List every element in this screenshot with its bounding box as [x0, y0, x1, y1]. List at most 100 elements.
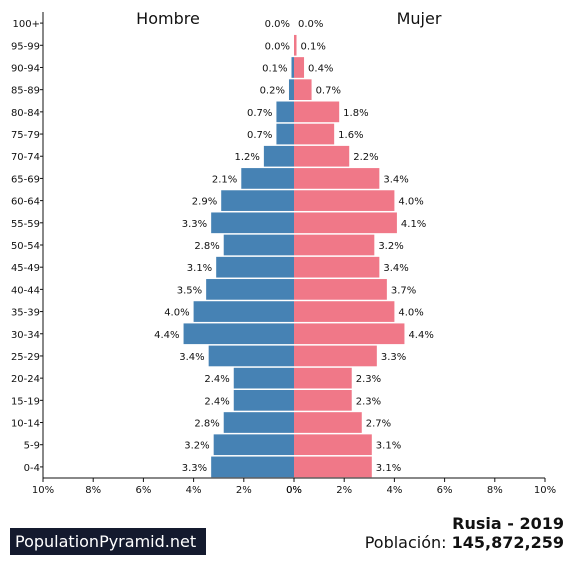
value-label-mujer: 2.7%	[366, 419, 391, 430]
bar-hombre	[211, 456, 294, 478]
value-label-mujer: 4.1%	[401, 219, 426, 230]
value-label-mujer: 2.2%	[353, 152, 378, 163]
x-tick-label-left: 4%	[186, 485, 202, 496]
bar-hombre	[276, 123, 294, 145]
x-tick-label-right: 4%	[386, 485, 402, 496]
value-label-hombre: 4.4%	[154, 330, 179, 341]
age-label: 10-14	[11, 419, 40, 430]
bar-hombre	[223, 412, 294, 433]
age-label: 25-29	[11, 352, 40, 363]
bar-hombre	[213, 434, 294, 456]
value-label-hombre: 2.8%	[194, 241, 219, 252]
x-tick-label-right: 6%	[437, 485, 453, 496]
value-label-hombre: 0.2%	[260, 86, 285, 97]
value-label-mujer: 3.2%	[378, 241, 403, 252]
left-title: Hombre	[136, 9, 200, 28]
bar-mujer	[294, 301, 395, 322]
value-label-mujer: 3.7%	[391, 285, 416, 296]
value-label-hombre: 2.1%	[212, 174, 237, 185]
bar-mujer	[294, 234, 375, 256]
age-label: 30-34	[11, 330, 40, 341]
value-label-hombre: 3.5%	[177, 285, 202, 296]
value-label-hombre: 3.1%	[187, 263, 212, 274]
population-pyramid-chart: Hombre Mujer 100+ 0.0% 0.0% 95-99 0.0% 0.1% 90-9…	[11, 9, 556, 496]
bar-mujer	[294, 212, 397, 234]
value-label-hombre: 2.9%	[192, 197, 217, 208]
bar-mujer	[294, 412, 362, 433]
bar-hombre	[291, 57, 294, 78]
bar-mujer	[294, 34, 297, 56]
value-label-mujer: 4.0%	[398, 197, 423, 208]
age-label: 40-44	[11, 285, 40, 296]
age-label: 85-89	[11, 86, 40, 97]
value-label-mujer: 3.4%	[383, 263, 408, 274]
population-line: Población: 145,872,259	[365, 533, 564, 552]
bar-mujer	[294, 389, 352, 411]
brand-logo[interactable]: PopulationPyramid.net	[10, 528, 206, 555]
value-label-hombre: 2.8%	[194, 419, 219, 430]
bar-hombre	[233, 367, 294, 389]
bar-hombre	[263, 145, 294, 167]
bar-hombre	[183, 323, 294, 345]
value-label-mujer: 0.0%	[298, 19, 323, 30]
bar-mujer	[294, 367, 352, 389]
bar-mujer	[294, 145, 350, 167]
bar-mujer	[294, 79, 312, 101]
bar-mujer	[294, 456, 372, 478]
value-label-hombre: 1.2%	[234, 152, 259, 163]
population-value: 145,872,259	[451, 533, 564, 552]
value-label-hombre: 2.4%	[204, 396, 229, 407]
bar-hombre	[208, 345, 294, 367]
value-label-mujer: 2.3%	[356, 396, 381, 407]
value-label-mujer: 1.8%	[343, 108, 368, 119]
value-label-mujer: 0.1%	[301, 41, 326, 52]
x-tick-label-left: 0%	[286, 485, 302, 496]
bar-hombre	[211, 212, 294, 234]
age-label: 75-79	[11, 130, 40, 141]
age-label: 90-94	[11, 63, 40, 74]
right-title: Mujer	[397, 9, 442, 28]
age-label: 65-69	[11, 174, 40, 185]
bar-mujer	[294, 434, 372, 456]
bar-mujer	[294, 123, 335, 145]
age-label: 55-59	[11, 219, 40, 230]
bar-hombre	[223, 234, 294, 256]
age-label: 50-54	[11, 241, 40, 252]
x-tick-label-right: 8%	[487, 485, 503, 496]
bar-mujer	[294, 345, 377, 367]
x-tick-label-left: 2%	[236, 485, 252, 496]
value-label-mujer: 0.4%	[308, 63, 333, 74]
age-label: 0-4	[24, 463, 40, 474]
bar-mujer	[294, 101, 340, 123]
bar-mujer	[294, 256, 380, 278]
country-year: Rusia - 2019	[452, 514, 564, 533]
bar-mujer	[294, 323, 405, 345]
value-label-mujer: 3.1%	[376, 441, 401, 452]
x-tick-label-right: 0%	[286, 485, 302, 496]
bar-hombre	[241, 168, 294, 189]
bar-hombre	[233, 389, 294, 411]
age-label: 5-9	[24, 441, 40, 452]
x-tick-label-left: 6%	[135, 485, 151, 496]
value-label-hombre: 2.4%	[204, 374, 229, 385]
bar-hombre	[193, 301, 294, 322]
x-tick-label-left: 10%	[32, 485, 54, 496]
x-tick-label-right: 10%	[534, 485, 556, 496]
age-label: 45-49	[11, 263, 40, 274]
bar-mujer	[294, 190, 395, 211]
value-label-mujer: 3.1%	[376, 463, 401, 474]
age-label: 95-99	[11, 41, 40, 52]
age-label: 80-84	[11, 108, 40, 119]
value-label-hombre: 0.7%	[247, 130, 272, 141]
value-label-hombre: 3.3%	[182, 463, 207, 474]
value-label-mujer: 3.4%	[383, 174, 408, 185]
bar-hombre	[276, 101, 294, 123]
x-tick-label-left: 8%	[85, 485, 101, 496]
x-tick-label-right: 2%	[336, 485, 352, 496]
value-label-mujer: 1.6%	[338, 130, 363, 141]
value-label-mujer: 4.4%	[408, 330, 433, 341]
value-label-mujer: 4.0%	[398, 308, 423, 319]
age-label: 15-19	[11, 396, 40, 407]
age-label: 100+	[13, 19, 40, 30]
bar-hombre	[221, 190, 294, 211]
